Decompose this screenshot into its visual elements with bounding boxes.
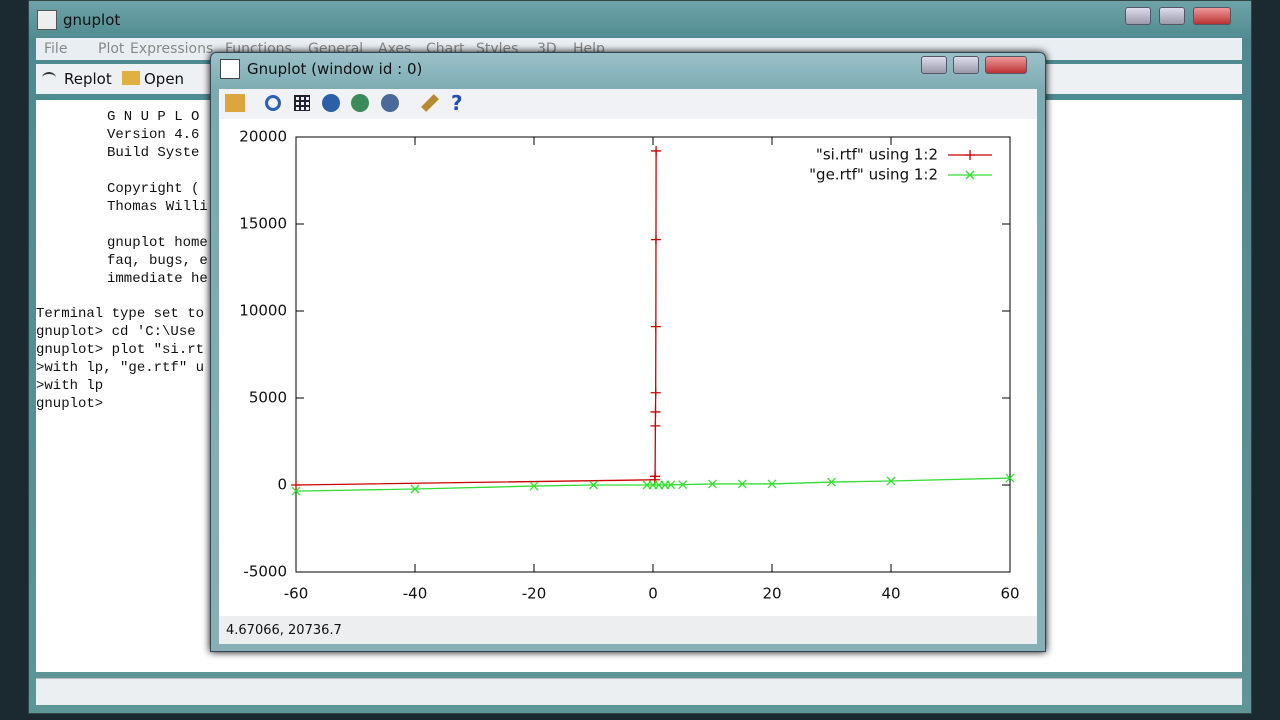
toolbar-button[interactable]: Open <box>144 70 185 88</box>
console-line: >with lp <box>36 378 104 394</box>
console-line: Copyright ( <box>107 181 200 197</box>
options-icon[interactable] <box>421 94 439 112</box>
menu-item[interactable]: File <box>44 41 68 57</box>
window-title: Gnuplot (window id : 0) <box>247 60 423 78</box>
x-tick-label: -60 <box>284 585 309 603</box>
point-marker <box>650 234 661 245</box>
chart: -5000 0 5000 10000 15000 20000 -60 -40 -20 0 20 40 6… <box>239 128 1019 603</box>
menu-item[interactable]: Expressions <box>130 41 214 57</box>
maximize-button[interactable] <box>1159 7 1185 25</box>
graph-icon <box>220 59 240 79</box>
point-marker <box>767 479 777 489</box>
minimize-button[interactable] <box>921 56 947 74</box>
console-line: Build Syste <box>107 145 200 161</box>
x-tick-label: 40 <box>881 585 900 603</box>
y-tick-label: 10000 <box>239 302 287 320</box>
grid-icon[interactable] <box>294 95 310 111</box>
replot-icon[interactable] <box>265 95 281 111</box>
point-marker <box>650 471 661 482</box>
minimize-button[interactable] <box>1125 7 1151 25</box>
point-marker <box>666 480 676 490</box>
y-tick-label: 0 <box>277 476 287 494</box>
console-line: Terminal type set to <box>36 306 205 322</box>
point-marker <box>1005 473 1015 483</box>
point-marker <box>291 486 301 496</box>
graph-status-bar: 4.67066, 20736.7 <box>219 616 1037 644</box>
console-line: faq, bugs, e <box>107 253 208 269</box>
x-tick-label: 20 <box>762 585 781 603</box>
console-line: gnuplot> plot "si.rt <box>36 342 205 358</box>
point-marker <box>650 321 661 332</box>
console-line: gnuplot home <box>107 235 208 251</box>
point-marker <box>827 477 836 487</box>
status-bar <box>36 678 1242 705</box>
menu-item[interactable]: Plot <box>98 41 125 57</box>
legend-label: "ge.rtf" using 1:2 <box>809 166 938 184</box>
y-tick-label: 15000 <box>239 215 287 233</box>
point-marker <box>410 484 420 494</box>
point-marker <box>650 387 661 398</box>
point-marker <box>737 479 747 489</box>
console-line: gnuplot> cd 'C:\Use <box>36 324 196 340</box>
plot-background <box>219 119 1037 616</box>
legend-label: "si.rtf" using 1:2 <box>816 146 938 164</box>
console-line: immediate he <box>107 271 208 287</box>
point-marker <box>650 420 661 431</box>
legend-marker <box>965 150 975 160</box>
point-marker <box>678 480 688 490</box>
console-line: >with lp, "ge.rtf" u <box>36 360 205 376</box>
cursor-position: 4.67066, 20736.7 <box>226 623 342 638</box>
point-marker <box>529 481 539 491</box>
x-tick-label: -40 <box>403 585 428 603</box>
point-marker <box>291 480 301 490</box>
toolbar-button[interactable]: Replot <box>64 70 112 88</box>
app-icon <box>37 10 57 30</box>
zoom-icon[interactable] <box>351 94 369 112</box>
open-icon <box>122 71 140 85</box>
x-tick-label: -20 <box>522 585 547 603</box>
legend-marker <box>965 170 975 180</box>
series-line <box>295 150 657 486</box>
copy-icon[interactable] <box>225 94 245 112</box>
point-marker <box>650 406 661 417</box>
close-button[interactable] <box>1193 7 1231 25</box>
zoom-icon[interactable] <box>322 94 340 112</box>
close-button[interactable] <box>985 56 1027 74</box>
replot-icon <box>42 72 56 84</box>
console-line: gnuplot> <box>36 396 104 412</box>
x-tick-label: 60 <box>1000 585 1019 603</box>
maximize-button[interactable] <box>953 56 979 74</box>
y-tick-label: -5000 <box>243 563 287 581</box>
console-line: Version 4.6 <box>107 127 200 143</box>
y-tick-label: 20000 <box>239 128 287 146</box>
help-icon[interactable]: ? <box>451 91 463 115</box>
point-marker <box>651 145 662 156</box>
series-line <box>295 477 1011 492</box>
x-tick-label: 0 <box>648 585 658 603</box>
zoom-icon[interactable] <box>381 94 399 112</box>
graph-toolbar: ? <box>219 89 1037 119</box>
point-marker <box>708 479 717 489</box>
point-marker <box>589 480 598 490</box>
point-marker <box>886 476 896 486</box>
console-line: Thomas Willi <box>107 199 208 215</box>
y-tick-label: 5000 <box>249 389 287 407</box>
graph-window: Gnuplot (window id : 0) ? 4.67066, 20736… <box>210 52 1046 652</box>
plot-border <box>295 136 1011 573</box>
console-line: G N U P L O <box>107 109 200 125</box>
window-title: gnuplot <box>63 11 121 29</box>
